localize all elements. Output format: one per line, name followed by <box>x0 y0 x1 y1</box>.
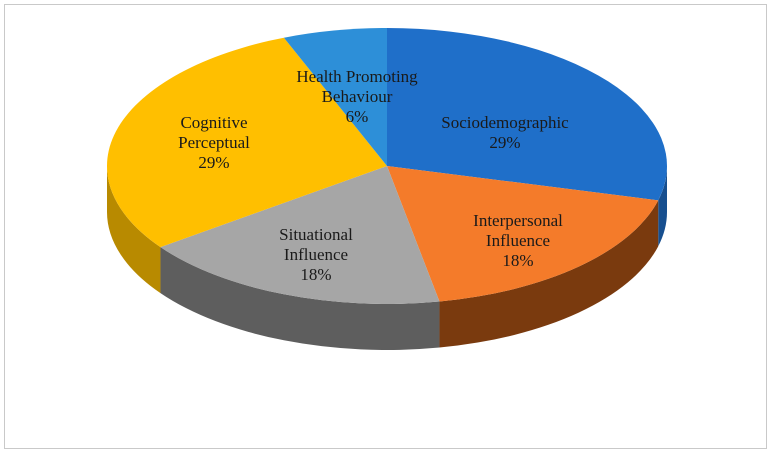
slice-label-line: Interpersonal <box>473 211 563 230</box>
slice-label-line: 29% <box>489 133 520 152</box>
slice-labels: Sociodemographic 29%Interpersonal Influenc… <box>178 67 569 284</box>
side-cognitive-perceptual <box>107 166 161 294</box>
slice-label-line: Cognitive <box>180 113 247 132</box>
slice-label-cognitive-perceptual: Cognitive Perceptual 29% <box>178 113 250 172</box>
side-sociodemographic <box>658 166 667 247</box>
slice-label-line: Behaviour <box>322 87 393 106</box>
side-interpersonal-influence <box>439 200 659 348</box>
slice-label-interpersonal-influence: Interpersonal Influence 18% <box>473 211 563 270</box>
slice-sociodemographic[interactable] <box>387 28 668 201</box>
slice-label-line: Perceptual <box>178 133 250 152</box>
slice-label-line: 6% <box>346 107 369 126</box>
slice-label-line: 29% <box>198 153 229 172</box>
slice-label-line: Health Promoting <box>296 67 418 86</box>
pie-side-walls <box>107 166 667 350</box>
slice-label-health-promoting-behaviour: Health Promoting Behaviour 6% <box>296 67 418 126</box>
slice-label-line: Influence <box>284 245 348 264</box>
slice-label-line: 18% <box>300 265 331 284</box>
slice-label-line: Influence <box>486 231 550 250</box>
slice-label-sociodemographic: Sociodemographic 29% <box>441 113 569 152</box>
slice-cognitive-perceptual[interactable] <box>106 37 387 248</box>
slice-label-line: Situational <box>279 225 353 244</box>
pie-slices <box>106 28 668 304</box>
slice-label-situational-influence: Situational Influence 18% <box>279 225 353 284</box>
slice-situational-influence[interactable] <box>160 166 440 304</box>
slice-health-promoting-behaviour[interactable] <box>283 28 387 166</box>
slice-interpersonal-influence[interactable] <box>387 166 659 302</box>
slice-label-line: Sociodemographic <box>441 113 569 132</box>
slice-label-line: 18% <box>502 251 533 270</box>
side-situational-influence <box>160 247 440 350</box>
